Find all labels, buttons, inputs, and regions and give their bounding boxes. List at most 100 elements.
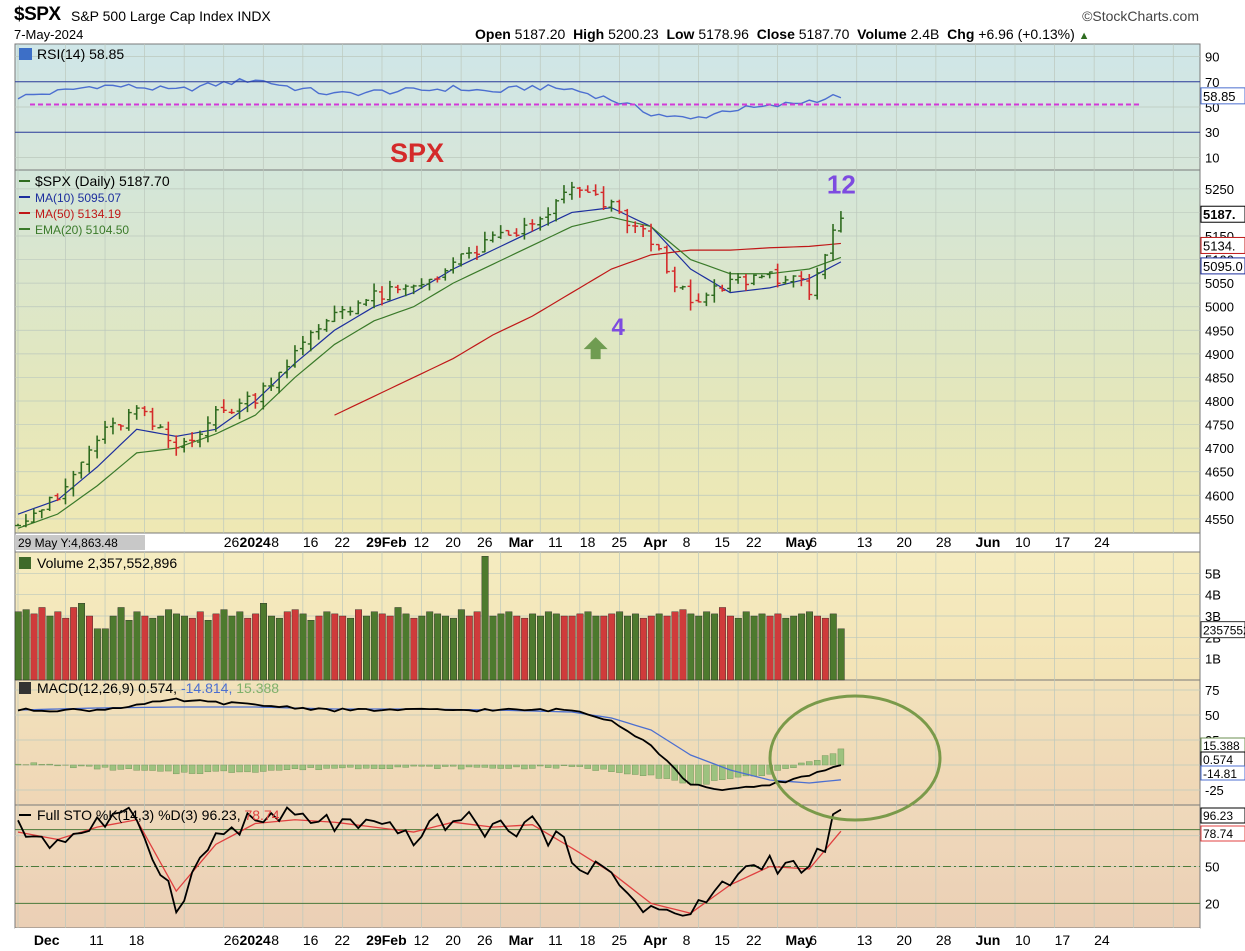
y-tick-label: 50 (1205, 708, 1219, 723)
volume-bar (552, 613, 560, 681)
x-tick-bottom: 26 (477, 932, 493, 948)
macd-right-box (1200, 765, 1245, 781)
volume-bar (315, 615, 323, 681)
quote-date: 7-May-2024 (14, 27, 84, 42)
volume-bar (196, 611, 204, 681)
macd-histogram-bar (212, 764, 220, 772)
brand-label[interactable]: ©StockCharts.com (1082, 8, 1199, 24)
volume-bar (149, 617, 157, 681)
volume-bar (86, 615, 93, 681)
x-tick-bottom: 11 (89, 932, 104, 948)
macd-histogram-bar (624, 764, 631, 775)
macd-panel (14, 679, 1201, 806)
macd-histogram-bar (165, 764, 172, 772)
macd-histogram-bar (117, 764, 125, 770)
wave-label-12: 12 (827, 170, 856, 200)
volume-bar (703, 611, 711, 681)
low-label: Low (666, 26, 695, 42)
volume-bar (711, 613, 719, 681)
chg-arrow-icon: ▲ (1078, 30, 1090, 42)
rsi-title: RSI(14) 58.85 (37, 46, 124, 62)
macd-histogram-bar (505, 764, 512, 769)
x-axis-strip-bottom (15, 928, 1200, 950)
macd-histogram-bar (101, 764, 109, 768)
macd-histogram-bar (418, 764, 425, 767)
macd-histogram-bar (544, 764, 552, 768)
volume-bar (457, 609, 465, 681)
macd-histogram-bar (355, 764, 362, 770)
macd-histogram-bar (695, 764, 702, 785)
macd-histogram-bar (109, 764, 117, 771)
volume-bar (584, 611, 592, 681)
x-tick-top: 22 (335, 534, 351, 550)
ema20-line (17, 216, 842, 529)
macd-histogram-bar (434, 764, 441, 769)
volume-bar (101, 628, 109, 681)
x-tick-top: 20 (445, 534, 461, 550)
x-tick-top: 20 (896, 534, 912, 550)
x-tick-top: 6 (809, 534, 817, 550)
x-tick-bottom: 29Feb (366, 932, 406, 948)
ma50-line (334, 242, 841, 416)
macd-histogram-bar (568, 764, 576, 767)
macd-histogram-bar (46, 763, 53, 766)
volume-bar (742, 611, 750, 681)
volume-bar (616, 611, 624, 681)
price-panel (14, 169, 1201, 534)
volume-bar (283, 611, 291, 681)
x-tick-top: 11 (548, 534, 563, 550)
macd-histogram-bar (252, 764, 259, 773)
y-tick-label: 50 (1205, 860, 1219, 875)
y-tick-label: 20 (1205, 896, 1219, 911)
macd-histogram-bar (639, 764, 647, 776)
y-tick-label: 4900 (1205, 347, 1234, 362)
volume-bar (521, 617, 529, 681)
volume-bar (410, 617, 418, 681)
volume-bar (734, 617, 742, 681)
macd-histogram-bar (813, 760, 821, 766)
volume-bar (299, 613, 307, 681)
volume-bar (442, 615, 449, 681)
x-tick-bottom: 13 (857, 932, 873, 948)
macd-histogram-bar (457, 764, 465, 770)
x-tick-top: Jun (975, 534, 1000, 550)
y-tick-label: -25 (1205, 783, 1224, 798)
sto-right-box (1200, 807, 1245, 824)
macd-histogram-bar (204, 764, 212, 773)
macd-histogram-bar (283, 764, 291, 770)
volume-bar (173, 613, 180, 681)
macd-histogram-bar (726, 764, 734, 779)
volume-bar (220, 609, 228, 681)
macd-histogram-bar (275, 764, 283, 771)
date-tag: 29 May Y:4,863.48 (18, 536, 118, 550)
sto-title: Full STO %K(14,3) %D(3) 96.23, 78.74 (37, 807, 280, 823)
x-tick-top: 18 (580, 534, 596, 550)
x-tick-bottom: 17 (1055, 932, 1071, 948)
macd-histogram-bar (323, 764, 330, 769)
x-tick-bottom: 18 (580, 932, 596, 948)
y-axis-labels: 9070503010525052005150510050505000495049… (1205, 50, 1234, 912)
volume-bar (608, 613, 616, 681)
macd-histogram-bar (149, 764, 156, 771)
volume-last-box (1200, 621, 1245, 639)
volume-bar (378, 613, 386, 681)
x-tick-top: 8 (271, 534, 279, 550)
x-tick-top: 15 (714, 534, 730, 550)
legend-entry: MA(50) 5134.19 (35, 207, 121, 221)
volume-bar (188, 617, 196, 681)
macd-histogram-bar (537, 764, 544, 767)
y-tick-label: 90 (1205, 50, 1219, 65)
x-tick-bottom: 22 (746, 932, 762, 948)
y-tick-label: 5050 (1205, 276, 1234, 291)
macd-histogram-bar (758, 764, 765, 776)
volume-bar (141, 615, 149, 681)
x-tick-bottom: 25 (611, 932, 627, 948)
volume-bar (291, 609, 299, 681)
volume-label: Volume (857, 26, 907, 42)
macd-histogram-bar (299, 764, 307, 771)
exchange-label: INDX (237, 8, 271, 24)
macd-histogram-bar (339, 764, 346, 769)
y-tick-label: 4B (1205, 588, 1221, 603)
volume-bar (821, 617, 829, 681)
